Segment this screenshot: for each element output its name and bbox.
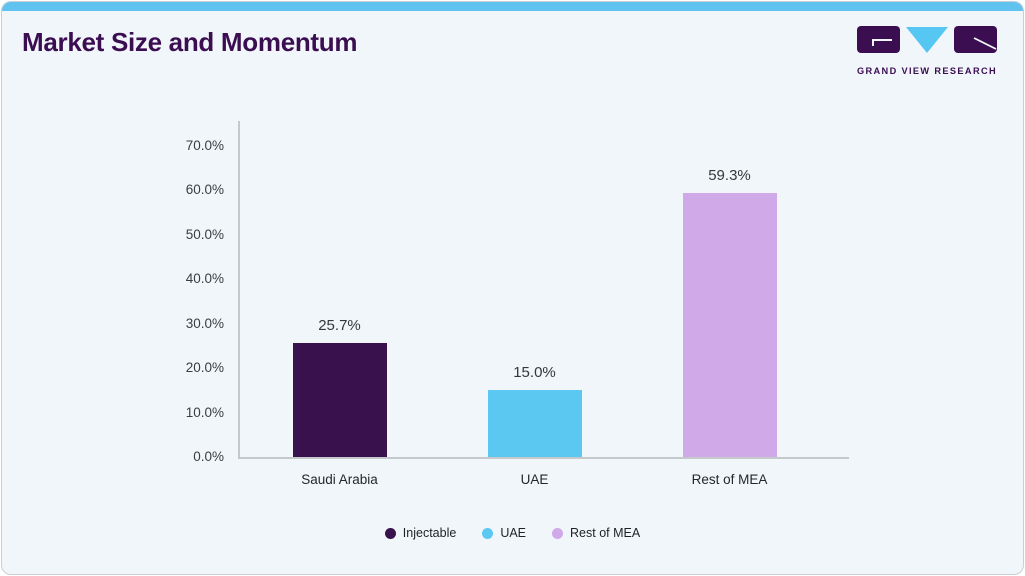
bar-uae (487, 390, 582, 457)
y-axis-tick-label: 50.0% (185, 226, 224, 242)
grand-view-research-logo: GRAND VIEW RESEARCH (857, 26, 999, 80)
accent-bar (2, 2, 1023, 11)
legend-item: Injectable (384, 526, 457, 540)
x-axis-line (238, 457, 849, 459)
x-axis-label: UAE (520, 472, 549, 487)
page-title: Market Size and Momentum (22, 27, 358, 57)
legend-label: Injectable (402, 526, 457, 540)
legend-swatch-icon (384, 527, 396, 539)
y-axis-tick-label: 0.0% (193, 449, 224, 464)
y-axis-tick-label: 60.0% (185, 182, 224, 197)
chart-legend: Injectable UAE Rest of MEA (2, 523, 1023, 543)
bar-value-label: 25.7% (318, 317, 361, 334)
bar-saudi-arabia (292, 343, 387, 457)
y-axis-tick-label: 10.0% (185, 404, 224, 420)
logo-text: GRAND VIEW RESEARCH (857, 66, 997, 77)
legend-swatch-icon (552, 527, 564, 539)
bar-value-label: 59.3% (708, 167, 751, 184)
y-axis-tick-label: 70.0% (185, 137, 224, 153)
bar-rest-of-mea (682, 193, 777, 457)
legend-swatch-icon (482, 527, 494, 539)
y-axis-line (238, 121, 240, 459)
legend-label: Rest of MEA (570, 526, 641, 540)
legend-item: Rest of MEA (552, 526, 640, 540)
legend-label: UAE (500, 526, 527, 540)
bar-value-label: 15.0% (513, 364, 556, 381)
gvr-logo-icon: GRAND VIEW RESEARCH (857, 26, 997, 77)
x-axis-label: Rest of MEA (691, 472, 768, 487)
x-axis-label: Saudi Arabia (301, 472, 378, 487)
y-axis-tick-label: 20.0% (185, 360, 224, 375)
y-axis-tick-label: 40.0% (185, 271, 224, 286)
y-axis-tick-label: 30.0% (185, 315, 224, 331)
legend-item: UAE (482, 526, 526, 540)
